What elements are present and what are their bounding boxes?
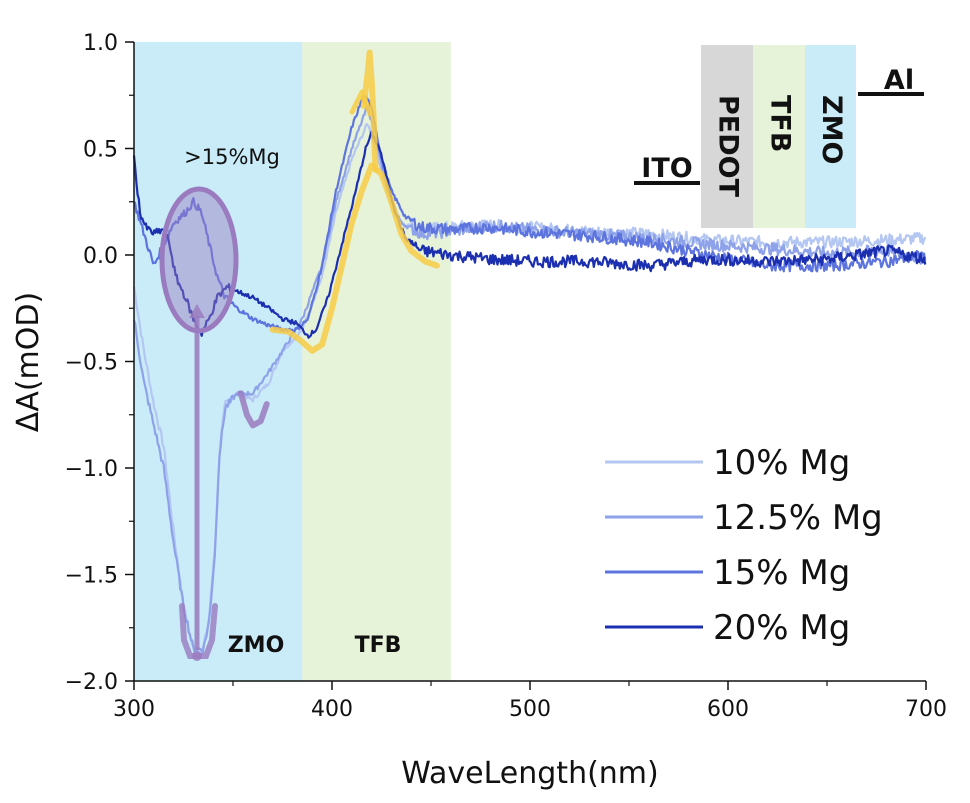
region-band-zmo [134, 42, 303, 681]
device-stack-diagram: ITO PEDOT TFB ZMO Al [634, 45, 924, 228]
legend-label-2: 12.5% Mg [713, 498, 883, 538]
y-tick-label: 1.0 [83, 31, 118, 56]
stack-label-zmo: ZMO [816, 95, 847, 164]
stack-label-tfb: TFB [765, 95, 796, 152]
y-axis-title: ΔA(mOD) [11, 292, 46, 432]
highlight-marks [237, 49, 440, 429]
stack-layer-pedot [701, 45, 753, 228]
stack-label-ito: ITO [641, 153, 692, 184]
y-tick-label: 0.5 [83, 138, 118, 163]
y-tick-label: −1.0 [65, 457, 118, 482]
stack-layer-tfb [753, 45, 805, 228]
highlight-arrowhead [349, 89, 373, 117]
stack-label-pedot: PEDOT [713, 95, 744, 198]
legend-label-3: 15% Mg [713, 553, 850, 593]
tfb-band-label: TFB [355, 633, 402, 658]
stack-layer-zmo [805, 45, 856, 228]
series-line-2 [132, 104, 927, 654]
axes: 300 400 500 600 700 1.0 0.5 0.0 −0.5 −1.0 −1.5 −2.0 [65, 31, 947, 722]
highlight-stroke-2 [360, 49, 379, 173]
y-tick-label: −2.0 [65, 670, 118, 695]
series-lines [132, 94, 927, 654]
stack-label-al: Al [884, 65, 914, 96]
mg-threshold-label: >15%Mg [184, 145, 280, 169]
x-axis-title: WaveLength(nm) [401, 756, 658, 791]
series-line-4 [132, 130, 927, 339]
highlight-stroke-1 [269, 162, 440, 354]
x-tick-label: 600 [707, 697, 749, 722]
legend-label-4: 20% Mg [713, 608, 850, 648]
highlight-stroke-3 [237, 390, 270, 429]
legend: 10% Mg 12.5% Mg 15% Mg 20% Mg [605, 443, 883, 648]
y-tick-label: −1.5 [65, 564, 118, 589]
x-tick-label: 400 [311, 697, 353, 722]
y-tick-label: 0.0 [83, 244, 118, 269]
y-tick-label: −0.5 [65, 351, 118, 376]
x-tick-label: 500 [509, 697, 551, 722]
vertical-arrow-head [189, 304, 205, 318]
x-tick-label: 300 [113, 697, 155, 722]
bracket-dot [192, 651, 202, 661]
x-tick-label: 700 [905, 697, 947, 722]
legend-label-1: 10% Mg [713, 443, 850, 483]
annotation-markers [159, 186, 239, 661]
zmo-band-label: ZMO [228, 633, 285, 658]
